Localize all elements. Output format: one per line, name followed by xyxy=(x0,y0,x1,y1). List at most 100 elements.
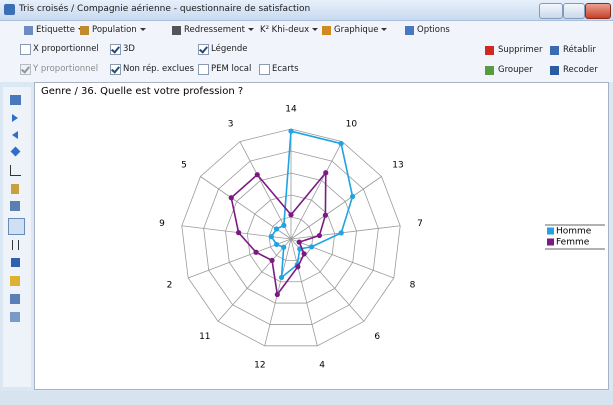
tool-icon[interactable] xyxy=(12,240,19,250)
grid-spoke xyxy=(188,238,292,279)
checkbox[interactable] xyxy=(259,64,270,75)
menu-icon xyxy=(405,26,414,35)
checkbox[interactable] xyxy=(110,44,121,55)
action-button[interactable]: Rétablir xyxy=(563,45,596,55)
grid-ring xyxy=(225,172,357,304)
tool-icon[interactable] xyxy=(10,146,21,157)
check-mark xyxy=(111,64,120,74)
chart-title: Genre / 36. Quelle est votre profession … xyxy=(41,86,243,97)
checkbox-label: Légende xyxy=(211,44,248,54)
menu-button[interactable]: Etiquette xyxy=(36,25,84,35)
tool-icon[interactable] xyxy=(12,131,18,139)
axis-label: 14 xyxy=(285,105,297,115)
data-point xyxy=(288,212,294,218)
data-point xyxy=(349,193,356,200)
action-button[interactable]: Supprimer xyxy=(498,45,543,55)
tool-icon[interactable] xyxy=(11,258,20,267)
tool-icon[interactable] xyxy=(10,312,20,322)
action-button[interactable]: Grouper xyxy=(498,65,533,75)
tool-icon[interactable] xyxy=(10,95,21,105)
legend-swatch xyxy=(547,238,554,246)
data-point xyxy=(235,230,242,236)
maximize-button[interactable] xyxy=(563,3,585,19)
legend-swatch xyxy=(547,227,554,235)
legend-label: Femme xyxy=(556,238,590,248)
data-point xyxy=(269,257,275,264)
axis-label: 6 xyxy=(374,332,380,342)
data-point xyxy=(281,244,287,250)
grid-spoke xyxy=(290,238,394,279)
axis-label: 13 xyxy=(392,161,403,171)
data-point xyxy=(295,264,301,270)
status-bar xyxy=(0,391,613,405)
data-point xyxy=(316,232,322,239)
check-mark xyxy=(21,64,30,74)
data-point xyxy=(228,195,234,201)
app-icon xyxy=(4,4,15,15)
data-point xyxy=(301,251,307,257)
tool-icon[interactable] xyxy=(12,114,18,122)
menu-label: Options xyxy=(417,25,450,35)
data-point xyxy=(322,212,329,218)
menu-label: Population xyxy=(92,25,137,35)
tool-icon[interactable] xyxy=(11,184,19,194)
menu-button[interactable]: Population xyxy=(92,25,146,35)
axis-label: 9 xyxy=(159,219,165,229)
menu-button[interactable]: K² Khi-deux xyxy=(260,25,319,35)
title-bar: Tris croisés / Compagnie aérienne - ques… xyxy=(0,0,613,21)
menu-label: Graphique xyxy=(334,25,379,35)
checkbox-label: PEM local xyxy=(211,64,252,74)
grid-spoke xyxy=(290,225,401,240)
data-point xyxy=(274,291,280,298)
dropdown-arrow xyxy=(381,28,388,31)
menu-icon xyxy=(80,26,89,35)
minimize-button[interactable] xyxy=(539,3,563,19)
data-point xyxy=(278,274,285,281)
action-icon xyxy=(550,46,559,55)
checkbox-label: 3D xyxy=(123,44,135,54)
axis-label: 2 xyxy=(167,281,173,291)
data-point xyxy=(268,234,274,240)
checkbox-label: X proportionnel xyxy=(33,44,99,54)
dropdown-arrow xyxy=(248,28,255,31)
menu-label: K² Khi-deux xyxy=(260,25,310,35)
checkbox xyxy=(20,64,31,75)
grid-spoke xyxy=(290,238,365,322)
grid-spoke xyxy=(239,141,292,240)
tool-icon[interactable] xyxy=(8,218,25,235)
action-button[interactable]: Recoder xyxy=(563,65,598,75)
tool-icon[interactable] xyxy=(10,294,20,304)
axis-label: 10 xyxy=(346,119,358,129)
tool-icon[interactable] xyxy=(10,276,20,286)
axis-label: 7 xyxy=(417,219,423,229)
close-button[interactable] xyxy=(585,3,611,19)
legend-box xyxy=(545,225,605,249)
checkbox-label: Ecarts xyxy=(272,64,299,74)
menu-button[interactable]: Redressement xyxy=(184,25,255,35)
menu-button[interactable]: Graphique xyxy=(334,25,388,35)
chart-panel: Genre / 36. Quelle est votre profession … xyxy=(34,82,609,390)
checkbox[interactable] xyxy=(198,64,209,75)
data-point xyxy=(338,230,344,236)
grid-spoke xyxy=(290,141,343,240)
axis-label: 4 xyxy=(319,361,325,371)
checkbox[interactable] xyxy=(20,44,31,55)
grid-spoke xyxy=(217,238,292,322)
tool-icon[interactable] xyxy=(10,165,21,176)
grid-ring xyxy=(246,194,336,283)
checkbox[interactable] xyxy=(198,44,209,55)
dropdown-arrow xyxy=(139,28,146,31)
axis-label: 11 xyxy=(199,332,210,342)
axis-label: 12 xyxy=(254,361,265,371)
checkbox[interactable] xyxy=(110,64,121,75)
axis-label: 8 xyxy=(410,281,416,291)
axis-label: 5 xyxy=(181,161,187,171)
data-point xyxy=(281,222,287,228)
legend-label: Homme xyxy=(556,227,592,237)
data-point xyxy=(253,249,259,255)
menu-button[interactable]: Options xyxy=(417,25,450,35)
menu-icon xyxy=(24,26,33,35)
grid-ring xyxy=(203,150,379,325)
tool-icon[interactable] xyxy=(10,201,20,211)
